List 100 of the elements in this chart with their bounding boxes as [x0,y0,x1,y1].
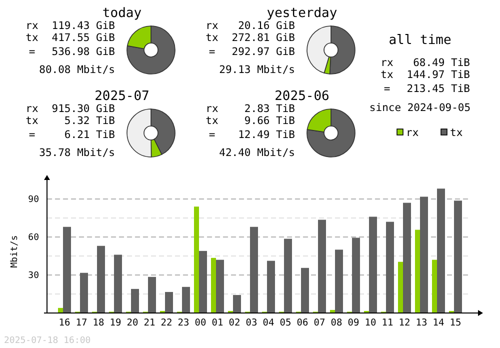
text: 536.98 GiB [52,46,115,58]
bar [194,206,199,313]
bar [233,295,241,313]
text: all time [388,33,452,48]
text: 5.32 TiB [64,115,115,127]
chart-title: today [102,6,142,21]
x-tick-label: 07 [314,318,326,329]
text: 6.21 TiB [64,129,115,141]
x-tick-label: 04 [262,318,274,329]
bar [432,260,437,313]
bar [131,288,139,313]
text: rx [380,57,394,69]
bar [403,202,411,313]
text: tx [206,115,218,127]
bar [250,226,258,313]
bar [97,246,105,313]
bar [386,222,394,313]
x-tick-label: 00 [194,318,206,329]
x-tick-label: 18 [92,318,104,329]
x-tick-label: 05 [280,318,292,329]
y-tick-label: 30 [28,270,39,281]
x-tick-label: 09 [348,318,360,329]
bar [199,250,207,313]
y-tick-label: 60 [28,232,39,243]
x-tick-label: 15 [450,318,462,329]
bar [148,276,156,313]
text: 42.40 Mbit/s [219,147,295,159]
text: 35.78 Mbit/s [39,147,115,159]
text: since 2024-09-05 [369,102,471,114]
text: 213.45 TiB [406,83,470,95]
text: 119.43 GiB [52,20,115,32]
text: 29.13 Mbit/s [219,64,295,76]
text: tx [206,32,218,44]
bar [301,268,309,313]
bar [318,220,326,313]
x-tick-label: 19 [110,318,122,329]
text: 915.30 GiB [52,103,115,115]
legend-label: rx [406,127,419,139]
x-tick-label: 03 [246,318,258,329]
text: 272.81 GiB [232,32,295,44]
x-tick-label: 06 [296,318,308,329]
x-tick-label: 22 [160,318,172,329]
x-tick-label: 21 [144,318,156,329]
bar [182,286,190,313]
chart-title: yesterday [266,6,338,21]
donut-slice [306,108,356,158]
bar [369,216,377,313]
bar [335,250,343,313]
text: 9.66 TiB [244,115,295,127]
bar [267,260,275,313]
x-tick-label: 20 [126,318,138,329]
text: = [208,46,216,58]
x-tick-label: 01 [212,318,224,329]
text: 292.97 GiB [232,46,295,58]
bar [420,196,428,313]
x-tick-label: 13 [416,318,428,329]
text: 80.08 Mbit/s [39,64,115,76]
x-tick-label: 10 [364,318,376,329]
x-tick-label: 23 [178,318,190,329]
x-tick-label: 02 [228,318,240,329]
text: rx [26,20,38,32]
text: tx [26,115,38,127]
y-axis-title: Mbit/s [10,235,20,268]
text: tx [380,69,394,81]
x-tick-label: 16 [58,318,70,329]
x-tick-label: 11 [382,318,394,329]
text: rx [206,20,218,32]
x-tick-label: 17 [76,318,88,329]
y-tick-label: 90 [28,194,39,205]
bar [284,238,292,313]
text: = [208,129,216,141]
text: rx [26,103,38,115]
text: = [384,83,390,95]
text: rx [206,103,218,115]
chart-title: 2025-07 [94,89,150,104]
x-tick-label: 08 [330,318,342,329]
chart-title: 2025-06 [274,89,330,104]
bar [437,188,445,313]
x-tick-label: 14 [432,318,444,329]
text: 144.97 TiB [406,69,470,81]
bar [63,226,71,313]
bar [352,238,360,313]
bar [398,262,403,313]
bar [454,200,462,313]
text: 2.83 TiB [244,103,295,115]
bar [415,230,420,313]
text: = [28,46,36,58]
bar [80,272,88,313]
text: 20.16 GiB [238,20,295,32]
text: tx [26,32,38,44]
text: 68.49 TiB [413,57,470,69]
bar [216,260,224,313]
x-tick-label: 12 [398,318,410,329]
bar [114,254,122,313]
text: = [28,129,36,141]
legend-label: tx [450,127,463,139]
donut-slice [126,26,176,74]
text: 12.49 TiB [238,129,295,141]
bar [211,258,216,313]
text: 417.55 GiB [52,32,115,44]
